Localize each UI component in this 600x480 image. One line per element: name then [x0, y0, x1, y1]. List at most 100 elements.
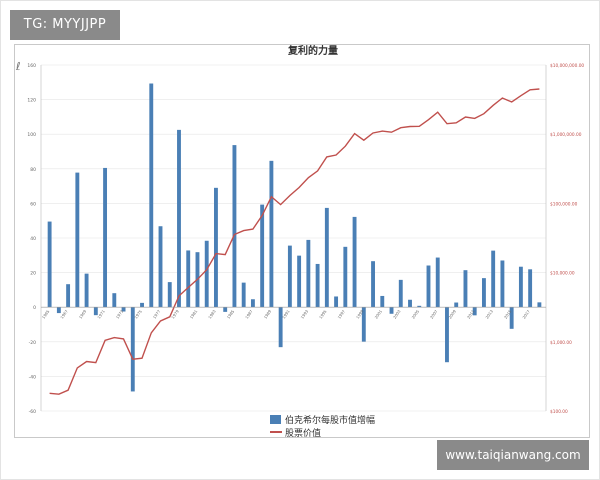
- bar: [445, 307, 449, 363]
- watermark-tag: TG: MYYJJPP: [10, 10, 120, 40]
- right-tick-label: $100.00: [550, 409, 568, 415]
- chart-frame: [14, 44, 590, 438]
- bar: [112, 293, 117, 308]
- left-tick-label: -40: [29, 374, 36, 380]
- x-tick-label: 1983: [207, 308, 217, 319]
- line-layer: [49, 88, 540, 395]
- bar: [454, 302, 459, 308]
- bar: [269, 160, 274, 308]
- bar: [103, 167, 108, 308]
- x-tick-label: 2011: [466, 308, 476, 319]
- x-tick-label: 1971: [96, 308, 106, 319]
- legend-line-label: 股票价值: [285, 427, 321, 439]
- bar: [75, 172, 80, 308]
- bar: [278, 307, 283, 348]
- bar: [380, 295, 385, 308]
- bar: [500, 260, 505, 308]
- axis-layer: 160 120 100 80 60 40 20 0 -20 -40 -60 $10,000,000.0…: [27, 63, 584, 415]
- left-tick-label: -20: [29, 340, 36, 346]
- x-tick-label: 1993: [300, 308, 310, 319]
- bar: [398, 279, 403, 308]
- bar: [518, 266, 523, 308]
- x-tick-label: 2013: [484, 308, 494, 319]
- x-tick-label: 1975: [133, 308, 143, 319]
- x-tick-label: 2003: [392, 308, 402, 319]
- bar: [426, 265, 431, 308]
- bar: [130, 307, 135, 392]
- bar: [334, 296, 339, 308]
- x-tick-label: 1969: [78, 308, 88, 319]
- bar: [463, 270, 468, 308]
- bar: [121, 307, 126, 312]
- left-tick-label: 100: [27, 132, 36, 138]
- left-tick-label: 20: [30, 271, 36, 277]
- bar: [241, 282, 246, 308]
- bar: [481, 278, 486, 308]
- legend-bar-swatch: [270, 415, 281, 424]
- left-tick-label: 120: [27, 98, 36, 104]
- bar: [177, 129, 181, 308]
- right-tick-label: $1,000,000.00: [550, 132, 582, 138]
- bar: [528, 269, 533, 308]
- bar: [232, 145, 237, 308]
- x-tick-label: 1981: [189, 308, 199, 319]
- bar: [352, 216, 357, 308]
- bar: [287, 245, 292, 308]
- bar: [361, 307, 366, 342]
- x-tick-label: 1967: [59, 308, 69, 319]
- bar: [56, 307, 61, 314]
- bar: [47, 221, 52, 308]
- bar: [435, 257, 440, 308]
- x-tick-label: 1979: [170, 308, 180, 319]
- stock-value-line: [49, 88, 540, 395]
- x-tick-label: 2001: [373, 308, 383, 319]
- bar: [389, 307, 394, 314]
- bar: [84, 273, 89, 308]
- bar: [417, 305, 422, 308]
- corner-mark: ℓ: [16, 60, 21, 73]
- left-tick-label: -60: [29, 409, 36, 415]
- bar: [408, 299, 412, 308]
- bar: [324, 207, 329, 308]
- bar: [186, 250, 191, 308]
- left-tick-label: 160: [27, 63, 36, 69]
- x-tick-label: 2007: [429, 308, 439, 319]
- bar: [306, 239, 311, 308]
- left-tick-label: 40: [30, 236, 36, 242]
- x-tick-label: 1997: [336, 308, 346, 319]
- x-tick-label: 1973: [115, 308, 125, 319]
- chart-title: 复利的力量: [287, 44, 338, 57]
- legend-bar-label: 伯克希尔每股市值增幅: [285, 414, 375, 426]
- x-tick-label: 1977: [152, 308, 162, 319]
- bar: [204, 240, 209, 308]
- left-tick-label: 0: [33, 305, 36, 311]
- bar: [315, 263, 320, 308]
- legend: 伯克希尔每股市值增幅 股票价值: [270, 414, 375, 439]
- right-tick-label: $1,000.00: [550, 340, 572, 346]
- bar: [167, 282, 172, 308]
- bar: [537, 302, 542, 308]
- right-tick-label: $100,000.00: [550, 201, 578, 207]
- bar: [93, 307, 98, 316]
- left-tick-label: 80: [30, 167, 36, 173]
- bar: [158, 226, 163, 308]
- x-tick-label: 1987: [244, 308, 254, 319]
- bar: [371, 261, 375, 308]
- right-tick-label: $10,000,000.00: [550, 63, 584, 69]
- x-tick-label: 2015: [503, 308, 513, 319]
- bar-layer: [47, 83, 542, 392]
- bar: [509, 307, 514, 329]
- bar: [250, 299, 255, 308]
- x-tick-label: 1985: [226, 308, 236, 319]
- left-tick-label: 60: [30, 201, 36, 207]
- bar: [140, 302, 144, 308]
- x-tick-label: 2009: [447, 308, 457, 319]
- x-tick-label: 2017: [521, 308, 531, 319]
- x-tick-label: 1965: [41, 308, 51, 319]
- bar: [260, 204, 265, 308]
- x-tick-label: 1999: [355, 308, 365, 319]
- grid-layer: [41, 64, 546, 412]
- right-tick-label: $10,000.00: [550, 271, 575, 277]
- bar: [149, 83, 154, 308]
